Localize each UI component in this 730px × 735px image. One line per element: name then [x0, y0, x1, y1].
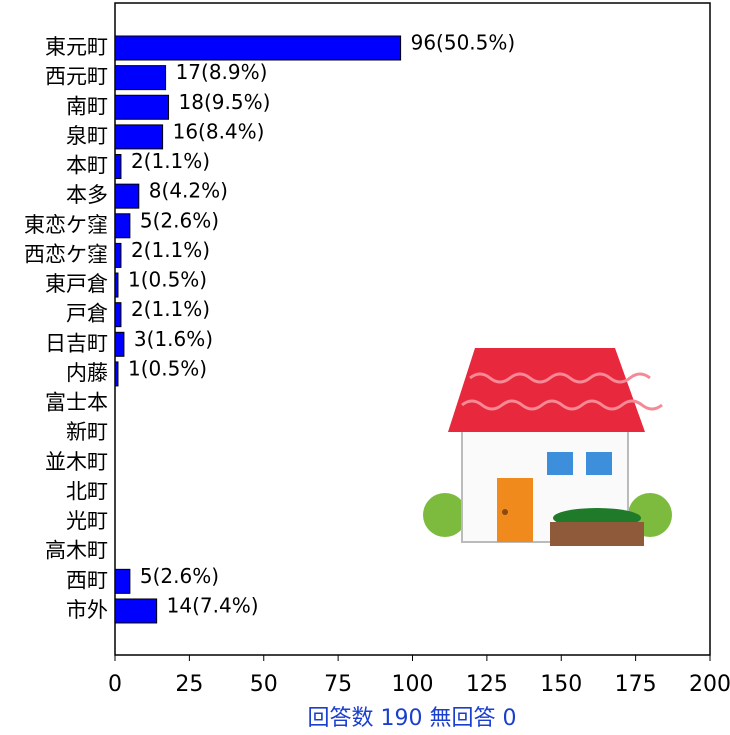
x-tick-label: 0 — [108, 672, 122, 697]
y-tick-label: 西町 — [66, 568, 108, 592]
value-label: 16(8.4%) — [173, 119, 265, 143]
y-tick-label: 西元町 — [45, 65, 108, 89]
y-tick-label: 東恋ケ窪 — [24, 213, 108, 237]
x-tick-label: 25 — [175, 672, 203, 697]
x-tick-label: 75 — [324, 672, 352, 697]
bar — [114, 213, 131, 239]
x-axis-title: 回答数 190 無回答 0 — [308, 706, 517, 731]
value-label: 2(1.1%) — [131, 297, 210, 321]
x-tick-label: 175 — [615, 672, 657, 697]
y-tick-label: 西恋ケ窪 — [24, 242, 108, 266]
x-tick-label: 200 — [689, 672, 730, 697]
value-label: 2(1.1%) — [131, 149, 210, 173]
house-illustration — [423, 348, 672, 546]
bar — [114, 598, 158, 624]
bar — [114, 154, 122, 180]
bar — [114, 242, 122, 268]
bar — [114, 183, 140, 209]
value-label: 14(7.4%) — [167, 593, 259, 617]
value-label: 96(50.5%) — [411, 31, 516, 55]
y-tick-label: 東元町 — [45, 35, 108, 59]
y-tick-label: 東戸倉 — [45, 272, 108, 296]
y-tick-label: 並木町 — [45, 450, 108, 474]
value-label: 1(0.5%) — [128, 356, 207, 380]
y-tick-label: 戸倉 — [66, 302, 108, 326]
bar — [114, 361, 119, 387]
x-tick-label: 125 — [466, 672, 508, 697]
value-label: 1(0.5%) — [128, 268, 207, 292]
x-tick-label: 150 — [540, 672, 582, 697]
y-tick-label: 富士本 — [45, 391, 108, 415]
bar — [114, 124, 164, 150]
value-label: 18(9.5%) — [179, 90, 271, 114]
value-label: 17(8.9%) — [176, 60, 268, 84]
y-tick-label: 北町 — [66, 479, 108, 503]
bar — [114, 302, 122, 328]
value-label: 5(2.6%) — [140, 564, 219, 588]
value-label: 3(1.6%) — [134, 327, 213, 351]
y-tick-label: 本町 — [66, 154, 108, 178]
value-label: 8(4.2%) — [149, 179, 228, 203]
y-tick-label: 新町 — [66, 420, 108, 444]
value-label: 2(1.1%) — [131, 238, 210, 262]
y-tick-label: 内藤 — [66, 361, 108, 385]
y-tick-label: 市外 — [66, 598, 108, 622]
bar — [114, 568, 131, 594]
y-tick-label: 泉町 — [66, 124, 108, 148]
bar — [114, 331, 125, 357]
value-label: 5(2.6%) — [140, 208, 219, 232]
x-tick-label: 100 — [392, 672, 434, 697]
bar — [114, 35, 402, 61]
y-tick-label: 高木町 — [45, 539, 108, 563]
bar — [114, 94, 170, 120]
y-tick-label: 本多 — [66, 183, 108, 207]
y-tick-label: 日吉町 — [45, 331, 108, 355]
bar — [114, 272, 119, 298]
x-tick-label: 50 — [250, 672, 278, 697]
bar — [114, 65, 167, 91]
y-tick-label: 光町 — [66, 509, 108, 533]
y-tick-label: 南町 — [66, 94, 108, 118]
